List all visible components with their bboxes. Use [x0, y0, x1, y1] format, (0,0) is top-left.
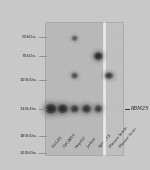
- Ellipse shape: [58, 105, 67, 113]
- Ellipse shape: [95, 105, 102, 112]
- Text: 50kDa-: 50kDa-: [22, 35, 38, 39]
- Text: NIH/3T3: NIH/3T3: [98, 133, 112, 149]
- Ellipse shape: [92, 50, 105, 62]
- Ellipse shape: [105, 73, 113, 79]
- Text: 180kDa-: 180kDa-: [19, 134, 38, 138]
- Ellipse shape: [70, 34, 79, 42]
- Ellipse shape: [96, 107, 100, 111]
- Ellipse shape: [72, 107, 77, 111]
- Text: Mouse brain: Mouse brain: [109, 126, 129, 149]
- Ellipse shape: [60, 106, 66, 111]
- Ellipse shape: [89, 48, 107, 64]
- Ellipse shape: [48, 106, 54, 112]
- Ellipse shape: [102, 70, 116, 81]
- Ellipse shape: [106, 74, 111, 78]
- Text: 70kDa-: 70kDa-: [22, 54, 38, 58]
- Ellipse shape: [71, 105, 78, 112]
- Text: Mouse liver: Mouse liver: [118, 127, 138, 149]
- Text: DU145: DU145: [51, 135, 63, 149]
- Text: HepG2: HepG2: [75, 135, 87, 149]
- Ellipse shape: [94, 52, 103, 61]
- Text: OVCAR3: OVCAR3: [63, 132, 77, 149]
- Text: 130kDa-: 130kDa-: [19, 107, 38, 111]
- Ellipse shape: [70, 104, 80, 113]
- Ellipse shape: [55, 102, 71, 116]
- Text: 200kDa-: 200kDa-: [19, 151, 38, 155]
- Ellipse shape: [42, 101, 60, 117]
- Ellipse shape: [84, 106, 89, 111]
- Ellipse shape: [57, 104, 68, 114]
- Ellipse shape: [82, 105, 91, 113]
- Ellipse shape: [46, 104, 56, 113]
- Ellipse shape: [45, 103, 57, 114]
- Ellipse shape: [71, 72, 78, 79]
- Text: Jurkat: Jurkat: [87, 137, 98, 149]
- Bar: [45, 22, 104, 155]
- Ellipse shape: [94, 104, 103, 113]
- Ellipse shape: [72, 73, 78, 78]
- Ellipse shape: [68, 103, 81, 115]
- Ellipse shape: [73, 37, 76, 40]
- Ellipse shape: [52, 99, 74, 118]
- Ellipse shape: [96, 54, 101, 58]
- Ellipse shape: [71, 35, 78, 41]
- Ellipse shape: [79, 102, 94, 115]
- Ellipse shape: [104, 72, 114, 79]
- Ellipse shape: [92, 103, 105, 115]
- Ellipse shape: [69, 71, 80, 80]
- Ellipse shape: [81, 104, 92, 114]
- Ellipse shape: [94, 53, 102, 60]
- Ellipse shape: [73, 74, 76, 77]
- Ellipse shape: [39, 98, 63, 120]
- Bar: [104, 22, 123, 155]
- Text: RBM25: RBM25: [130, 106, 149, 111]
- Ellipse shape: [72, 36, 77, 41]
- Text: 100kDa-: 100kDa-: [19, 78, 38, 82]
